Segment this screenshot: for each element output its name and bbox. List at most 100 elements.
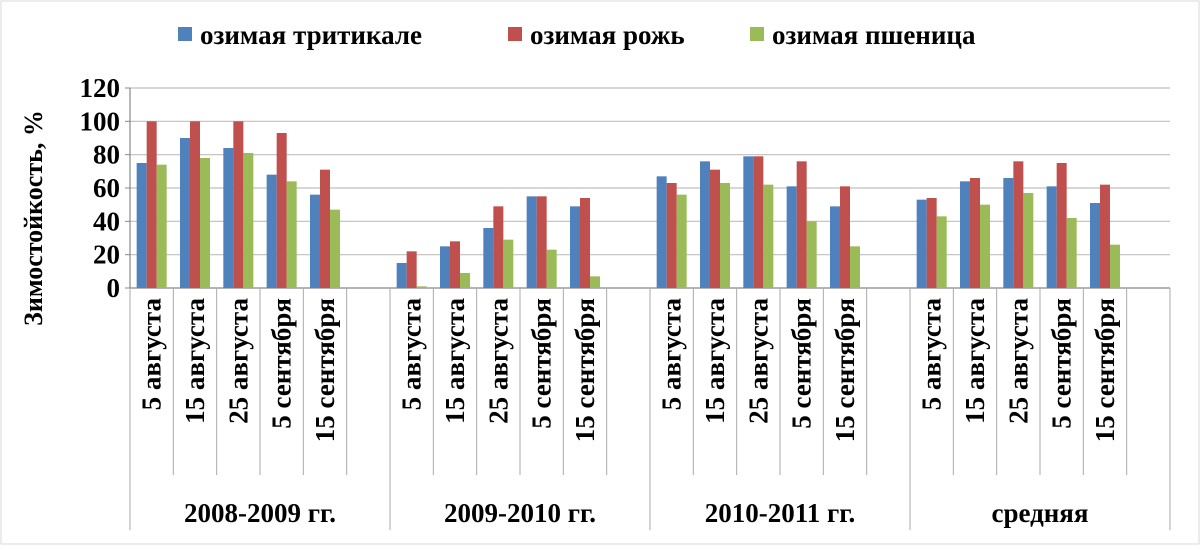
category-label: 15 сентября xyxy=(1090,298,1120,442)
bar xyxy=(710,169,720,288)
y-tick-label: 40 xyxy=(93,206,120,236)
legend-swatch xyxy=(750,27,764,41)
y-tick-label: 120 xyxy=(80,73,121,103)
bar xyxy=(720,183,730,288)
bar xyxy=(146,121,157,288)
category-label: 15 сентября xyxy=(570,298,600,442)
category-label: 25 августа xyxy=(223,298,253,424)
category-label: 25 августа xyxy=(483,298,513,424)
bar xyxy=(850,246,860,288)
category-label: 5 сентября xyxy=(527,298,557,429)
bar xyxy=(970,178,980,288)
category-label: 5 сентября xyxy=(267,298,297,429)
bar xyxy=(190,121,200,288)
bar xyxy=(460,273,470,288)
group-label: 2008-2009 гг. xyxy=(184,498,336,528)
bar xyxy=(310,194,320,288)
category-label: 15 сентября xyxy=(310,298,340,442)
y-tick-label: 80 xyxy=(93,140,120,170)
bar xyxy=(1100,184,1110,288)
bar xyxy=(753,156,764,288)
bar xyxy=(676,194,687,288)
group-label: средняя xyxy=(991,498,1088,528)
bar xyxy=(590,276,600,288)
bar xyxy=(526,196,537,288)
category-label: 5 сентября xyxy=(787,298,817,429)
y-tick-label: 60 xyxy=(93,173,120,203)
bar xyxy=(156,164,167,288)
bar xyxy=(700,161,710,288)
bar xyxy=(656,176,667,288)
bar xyxy=(1013,161,1024,288)
bar xyxy=(1056,163,1067,288)
bar xyxy=(570,206,580,288)
category-label: 5 августа xyxy=(657,298,687,411)
y-tick-label: 20 xyxy=(93,240,120,270)
bar xyxy=(406,251,417,288)
bar xyxy=(980,204,990,288)
legend-label: озимая рожь xyxy=(530,20,685,50)
category-label: 5 августа xyxy=(397,298,427,411)
bar xyxy=(1003,178,1014,288)
bar xyxy=(936,216,947,288)
bar xyxy=(1110,244,1120,288)
group-label: 2009-2010 гг. xyxy=(444,498,596,528)
bar xyxy=(806,221,817,288)
category-label: 15 августа xyxy=(960,298,990,424)
bar xyxy=(320,169,330,288)
bar xyxy=(536,196,547,288)
bar xyxy=(1066,218,1077,288)
bar xyxy=(1046,186,1057,288)
legend-label: озимая тритикале xyxy=(200,20,422,50)
category-label: 5 августа xyxy=(917,298,947,411)
bar xyxy=(916,199,927,288)
group-label: 2010-2011 гг. xyxy=(705,498,855,528)
bar xyxy=(136,163,147,288)
bar xyxy=(233,121,244,288)
bar xyxy=(450,241,460,288)
legend-label: озимая пшеница xyxy=(772,20,976,50)
bar xyxy=(796,161,807,288)
category-label: 5 августа xyxy=(137,298,167,411)
bar xyxy=(330,209,340,288)
bar xyxy=(276,133,287,288)
bar xyxy=(200,158,210,288)
y-tick-label: 100 xyxy=(80,106,121,136)
category-label: 5 сентября xyxy=(1047,298,1077,429)
legend-swatch xyxy=(508,27,522,41)
y-tick-label: 0 xyxy=(107,273,121,303)
bar xyxy=(786,186,797,288)
bar xyxy=(666,183,677,288)
category-label: 15 августа xyxy=(440,298,470,424)
bar xyxy=(180,138,190,288)
y-axis-title: Зимостойкость, % xyxy=(19,110,48,326)
bar xyxy=(223,148,234,288)
category-label: 25 августа xyxy=(1003,298,1033,424)
category-label: 15 августа xyxy=(700,298,730,424)
bar xyxy=(580,198,590,288)
bar xyxy=(960,181,970,288)
bar xyxy=(493,206,504,288)
bar xyxy=(440,246,450,288)
bar xyxy=(743,156,754,288)
bar xyxy=(503,239,514,288)
bar xyxy=(1023,193,1034,288)
bar xyxy=(763,184,774,288)
bar xyxy=(1090,203,1100,288)
category-label: 25 августа xyxy=(743,298,773,424)
legend-swatch xyxy=(178,27,192,41)
bar xyxy=(840,186,850,288)
bar xyxy=(286,181,297,288)
bar xyxy=(546,249,557,288)
category-label: 15 сентября xyxy=(830,298,860,442)
bar xyxy=(483,228,494,288)
bar xyxy=(416,286,427,288)
bar xyxy=(243,153,254,288)
category-label: 15 августа xyxy=(180,298,210,424)
bar xyxy=(266,174,277,288)
bar xyxy=(830,206,840,288)
bar xyxy=(396,263,407,288)
